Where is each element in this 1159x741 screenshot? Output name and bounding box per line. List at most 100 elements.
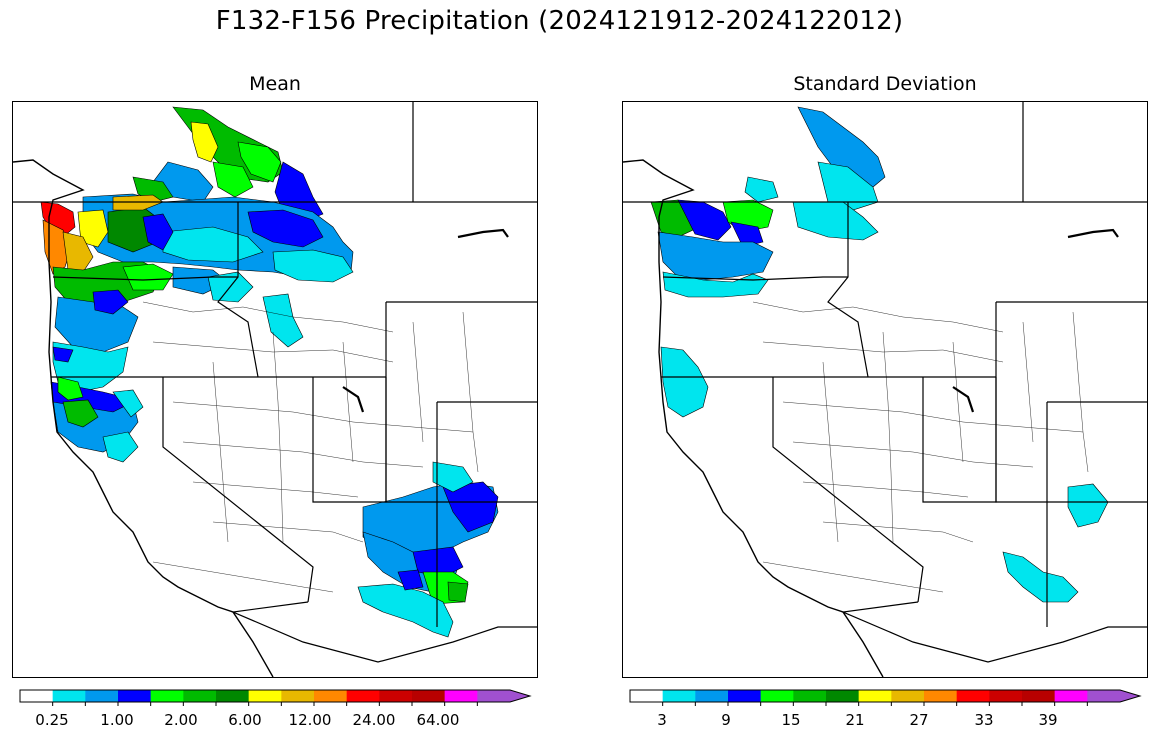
basin-fill (447, 581, 469, 603)
basin-fill (1002, 551, 1079, 603)
std-colorbar-tick-label: 3 (657, 711, 667, 729)
basin-fill (122, 263, 174, 291)
mean-map-svg (13, 102, 537, 677)
colorbar-swatch (793, 690, 827, 702)
colorbar-swatch (118, 690, 151, 702)
colorbar-swatch (20, 690, 53, 702)
state-border (162, 377, 314, 603)
basin-fill (112, 389, 144, 418)
mean-map (12, 101, 538, 678)
mean-colorbar-tick-label: 1.00 (100, 711, 134, 729)
std-map (622, 101, 1148, 678)
mean-colorbar-svg (19, 689, 532, 706)
basin-fill (660, 346, 709, 418)
colorbar-swatch (924, 690, 957, 702)
state-border (922, 377, 997, 503)
great-salt-lake (952, 386, 975, 413)
std-colorbar-tick-label: 9 (721, 711, 731, 729)
state-border (662, 276, 848, 281)
basin-outlines (142, 301, 479, 593)
basin-fill (262, 293, 304, 348)
colorbar-swatch (630, 690, 663, 702)
basin-fill (792, 201, 879, 241)
colorbar-swatch (826, 690, 859, 702)
figure-title: F132-F156 Precipitation (2024121912-2024… (215, 6, 904, 36)
basin-fill (657, 231, 774, 281)
basin-fill (730, 221, 764, 248)
basin-fill (797, 106, 886, 188)
colorbar-swatch (85, 690, 119, 702)
mean-colorbar-tick-label: 64.00 (416, 711, 460, 729)
basin-fill (744, 176, 779, 203)
colorbar-swatch (1087, 690, 1140, 702)
colorbar-swatch (728, 690, 761, 702)
std-colorbar-tick-label: 33 (974, 711, 994, 729)
colorbar-swatch (1022, 690, 1055, 702)
state-border (995, 302, 1147, 503)
std-colorbar (629, 689, 1142, 706)
mean-colorbar-tick-label: 0.25 (35, 711, 69, 729)
colorbar-outline (19, 689, 532, 703)
basin-fill (432, 461, 474, 493)
state-border (436, 401, 537, 627)
state-border (385, 302, 537, 503)
state-border (52, 276, 238, 281)
std-colorbar-tick-label: 15 (781, 711, 801, 729)
mean-panel-title: Mean (249, 73, 301, 95)
colorbar-outline (629, 689, 1142, 703)
colorbar-swatch (662, 690, 696, 702)
basin-fill (102, 431, 139, 463)
basin-fill (1067, 483, 1109, 528)
state-border (772, 377, 924, 603)
coastline (623, 159, 884, 677)
state-border (312, 377, 387, 503)
colorbar-swatch (444, 690, 478, 702)
colorbar-swatch (150, 690, 184, 702)
basin-outlines (752, 301, 1089, 593)
basin-fill (190, 121, 219, 163)
basin-fill (212, 161, 254, 198)
colorbar-swatch (989, 690, 1023, 702)
colorbar-swatch (379, 690, 413, 702)
colorbar-swatch (1054, 690, 1088, 702)
great-salt-lake (342, 386, 365, 413)
mean-colorbar-tick-label: 2.00 (164, 711, 198, 729)
state-border (217, 202, 259, 378)
colorbar-swatch (858, 690, 892, 702)
std-panel-title: Standard Deviation (793, 73, 977, 95)
std-colorbar-tick-label: 39 (1038, 711, 1058, 729)
basin-fill (92, 289, 129, 315)
colorbar-swatch (760, 690, 794, 702)
colorbar-swatch (216, 690, 249, 702)
lake-winnipeg (457, 228, 509, 239)
basin-fill (57, 376, 84, 401)
std-map-svg (623, 102, 1147, 677)
colorbar-swatch (281, 690, 315, 702)
colorbar-swatch (248, 690, 282, 702)
us-mexico-border (840, 601, 1147, 663)
mean-colorbar (19, 689, 532, 706)
state-border (827, 202, 869, 378)
basin-fill (62, 231, 94, 273)
basin-fill (397, 569, 424, 591)
colorbar-swatch (891, 690, 925, 702)
lake-winnipeg (1067, 228, 1119, 239)
mean-colorbar-tick-label: 24.00 (352, 711, 396, 729)
basin-fill (272, 249, 354, 283)
colorbar-swatch (314, 690, 347, 702)
colorbar-swatch (412, 690, 445, 702)
coastline (13, 159, 274, 677)
basin-fill (357, 583, 454, 638)
basin-fill (442, 481, 499, 533)
state-border (1046, 401, 1147, 627)
colorbar-swatch (183, 690, 217, 702)
colorbar-swatch (477, 690, 530, 702)
std-colorbar-tick-label: 27 (909, 711, 929, 729)
basin-fill (237, 141, 282, 183)
std-colorbar-tick-label: 21 (845, 711, 865, 729)
basin-fill (40, 201, 76, 238)
std-colorbar-svg (629, 689, 1142, 706)
mean-colorbar-tick-label: 6.00 (228, 711, 262, 729)
colorbar-swatch (52, 690, 86, 702)
colorbar-swatch (346, 690, 380, 702)
